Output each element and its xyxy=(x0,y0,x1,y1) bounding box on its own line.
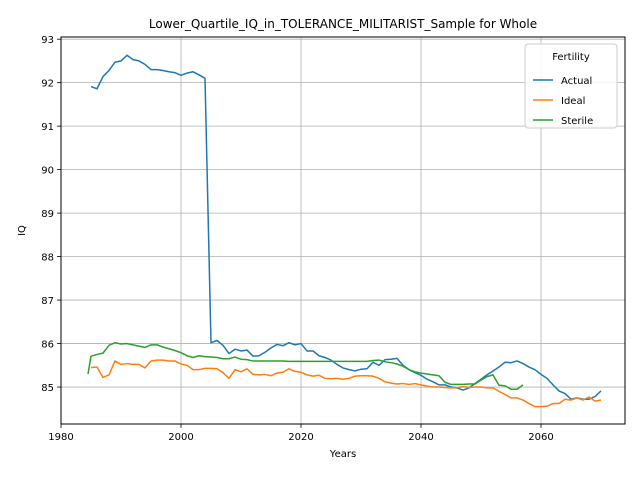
legend-title: Fertility xyxy=(552,52,590,63)
y-tick-label: 93 xyxy=(41,35,54,46)
legend-box xyxy=(524,43,618,129)
series-layer xyxy=(87,54,602,408)
legend: Fertility Actual Ideal Sterile xyxy=(524,43,618,129)
legend-label-sterile: Sterile xyxy=(561,116,593,127)
series-line-actual xyxy=(90,54,602,400)
series-line-ideal xyxy=(90,359,602,408)
y-tick-label: 85 xyxy=(41,383,54,394)
legend-label-ideal: Ideal xyxy=(561,96,585,107)
y-tick-label: 90 xyxy=(41,166,54,177)
y-tick-label: 86 xyxy=(41,340,54,351)
x-axis-label: Years xyxy=(329,449,356,460)
x-tick-label: 2020 xyxy=(288,432,313,443)
y-axis-label: IQ xyxy=(17,225,28,236)
y-tick-label: 89 xyxy=(41,209,54,220)
y-tick-label: 91 xyxy=(41,122,54,133)
y-tick-label: 87 xyxy=(41,296,54,307)
x-tick-label: 2040 xyxy=(408,432,433,443)
x-tick-label: 2060 xyxy=(528,432,553,443)
legend-label-actual: Actual xyxy=(561,76,592,87)
x-tick-label: 1980 xyxy=(48,432,73,443)
y-tick-label: 92 xyxy=(41,79,54,90)
axis-ticks: 1980 2000 2020 2040 2060 85 86 87 88 89 90 91 92 93 xyxy=(41,35,553,443)
x-tick-label: 2000 xyxy=(168,432,193,443)
y-tick-label: 88 xyxy=(41,253,54,264)
axes-frame xyxy=(60,36,626,425)
series-line-sterile xyxy=(87,341,524,390)
chart-title: Lower_Quartile_IQ_in_TOLERANCE_MILITARIS… xyxy=(149,17,537,31)
legend-items: Actual Ideal Sterile xyxy=(533,76,593,127)
